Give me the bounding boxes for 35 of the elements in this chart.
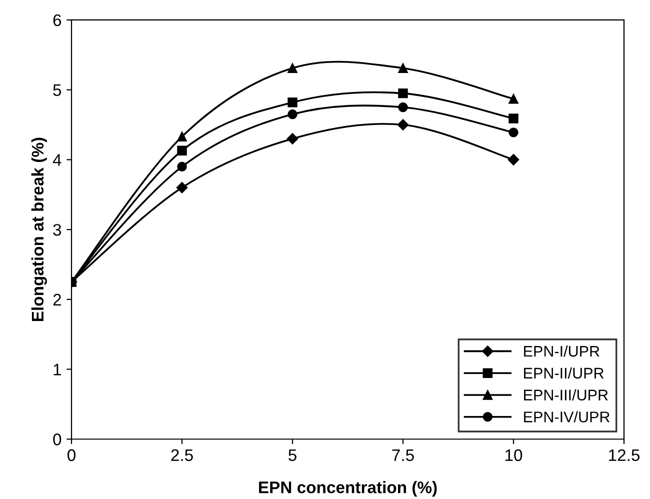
point [176, 182, 188, 194]
point [398, 88, 408, 98]
point [398, 102, 408, 112]
legend-label: EPN-II/UPR [524, 367, 604, 379]
x-tick-label: 2.5 [171, 449, 193, 462]
point [508, 154, 520, 166]
point [508, 94, 518, 104]
x-axis-title: EPN concentration (%) [259, 481, 437, 497]
x-tick-label: 5 [288, 449, 296, 462]
point [397, 119, 409, 130]
point [286, 133, 298, 144]
y-tick-label: 4 [52, 154, 62, 166]
x-tick-label: 0 [68, 449, 76, 462]
point [288, 109, 298, 120]
y-tick-label: 0 [53, 434, 62, 446]
point [177, 132, 187, 142]
y-tick-label: 5 [53, 84, 62, 96]
point [398, 63, 408, 74]
legend-label: EPN-III/UPR [524, 389, 608, 400]
x-tick-label: 10 [506, 449, 522, 462]
y-tick-label: 2 [53, 294, 61, 306]
x-tick-label: 12.5 [609, 449, 640, 462]
point [177, 146, 187, 156]
y-tick-label: 6 [53, 14, 62, 26]
legend-label: EPN-I/UPR [524, 345, 600, 357]
y-axis-title: Elongation at break (%) [31, 138, 47, 322]
point [177, 162, 187, 172]
legend-label: EPN-IV/UPR [524, 411, 610, 422]
point [288, 63, 298, 74]
point [288, 98, 298, 108]
x-tick-label: 7.5 [392, 449, 414, 462]
y-tick-label: 3 [53, 224, 62, 236]
point [508, 114, 518, 124]
y-tick-label: 1 [54, 364, 61, 376]
point [508, 128, 518, 138]
